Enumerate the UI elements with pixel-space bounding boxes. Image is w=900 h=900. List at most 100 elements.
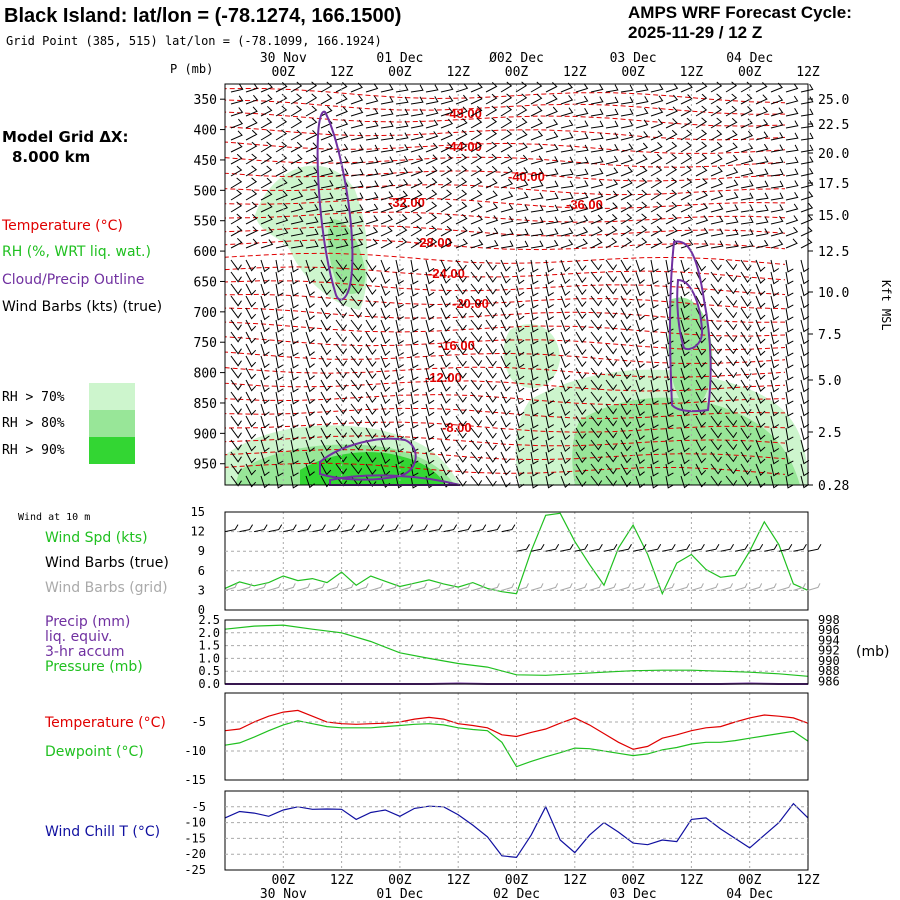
wind-barb [589, 543, 603, 552]
wind-barb [770, 427, 780, 441]
wind-barb [785, 215, 799, 225]
wind-barb [350, 239, 364, 249]
wind-barb [605, 96, 619, 105]
wind-barb [440, 107, 454, 117]
series-line [224, 720, 809, 768]
wind-barb [620, 283, 632, 296]
top-time-tick: 12Z [330, 65, 354, 80]
wind-barb [530, 106, 543, 117]
wind-barb [410, 355, 419, 369]
wind-barb [800, 427, 810, 441]
wind-barb [755, 415, 766, 428]
grid-barb [807, 583, 821, 591]
wind-barb [320, 451, 332, 464]
wind-barb [650, 142, 663, 153]
wind-barb [239, 524, 254, 533]
wind-barb [365, 168, 379, 177]
wind-barb [710, 283, 722, 295]
wind-barb [245, 367, 257, 380]
wind-barb [470, 295, 483, 307]
wind-barb [515, 167, 529, 177]
wind-barb [560, 192, 574, 201]
wind-barb [560, 227, 574, 237]
wind-barb [755, 355, 766, 368]
legend-cloud: Cloud/Precip Outline [2, 272, 145, 288]
series-line [224, 709, 809, 750]
wind-barb [545, 192, 559, 201]
top-time-tick: 00Z [388, 65, 412, 80]
wind-barb [620, 259, 632, 272]
wind-barb [440, 307, 451, 320]
pressure-tick-label: 500 [194, 184, 217, 199]
wind-barb [740, 167, 754, 177]
wind-barb [665, 83, 679, 93]
wind-barb [458, 524, 472, 533]
time-axis: 00Z00Z12Z12Z00Z00Z12Z12Z00Z00Z12Z12Z00Z0… [260, 51, 820, 900]
wind-barb [350, 295, 363, 307]
wind-barb [515, 355, 525, 369]
wind-barb [635, 107, 649, 117]
wind-barb [335, 367, 348, 379]
pressure-tick-label: 950 [194, 458, 217, 473]
wind-barb [260, 439, 270, 453]
wind-tick-label: 12 [191, 525, 205, 539]
wind-barb [485, 117, 498, 129]
wind-barb [560, 331, 571, 345]
wind-barb [770, 391, 780, 405]
wind-barb [440, 403, 451, 416]
wind-barb [515, 179, 529, 189]
wind-barb [485, 202, 499, 213]
grid-barb [662, 583, 675, 591]
grid-barb [778, 583, 792, 591]
wind-barb [290, 191, 304, 201]
wind-barb [770, 307, 780, 321]
wind-barb [230, 225, 243, 237]
wind-barb [545, 168, 559, 177]
wind-barb [530, 427, 539, 441]
wind-barb [755, 391, 766, 404]
wind-barb [290, 367, 299, 381]
top-date-label: Ø02 Dec [489, 51, 544, 66]
wind-barb [770, 156, 784, 165]
wind-barb [695, 415, 707, 428]
wind-barb [575, 271, 587, 284]
wind-barb [320, 106, 333, 117]
wind-barb [320, 403, 332, 416]
wind-barb [380, 96, 394, 105]
wind-barb [605, 84, 619, 93]
wind-barb [470, 307, 483, 319]
wind-barb [800, 202, 814, 213]
wind-barb [710, 154, 723, 165]
pressure-tick-label: 400 [194, 124, 217, 139]
wind-barb [590, 271, 603, 283]
wind-barb [560, 355, 571, 369]
wind-barb [395, 283, 404, 297]
wind-barb [590, 403, 603, 415]
wind-barb [380, 343, 391, 357]
wind-barb [290, 203, 304, 213]
wind-barb [399, 524, 414, 533]
isotherm-line [224, 266, 786, 281]
wind-barb [335, 415, 348, 427]
wind-barb [605, 439, 618, 451]
wind-barb [665, 463, 674, 477]
wind-barb [740, 192, 754, 201]
wind-barb [605, 355, 618, 367]
wind-barb [695, 105, 708, 117]
wind-barb [665, 106, 678, 117]
wind-barb [725, 167, 739, 177]
wind-barb [770, 259, 780, 273]
wind-barb [350, 379, 363, 391]
wind-barb [590, 391, 603, 403]
wind-barb [800, 214, 813, 225]
wind-barb [365, 319, 377, 332]
wind-barb [740, 143, 754, 153]
wind-barb [530, 81, 543, 93]
wind-barb [605, 403, 618, 415]
wind-barb [800, 144, 814, 153]
wind-barb [356, 524, 370, 533]
wind-barb [560, 343, 571, 357]
wind-barb [350, 439, 363, 451]
wind-barb [470, 391, 483, 403]
precip-tick-label: 0.5 [198, 664, 220, 678]
